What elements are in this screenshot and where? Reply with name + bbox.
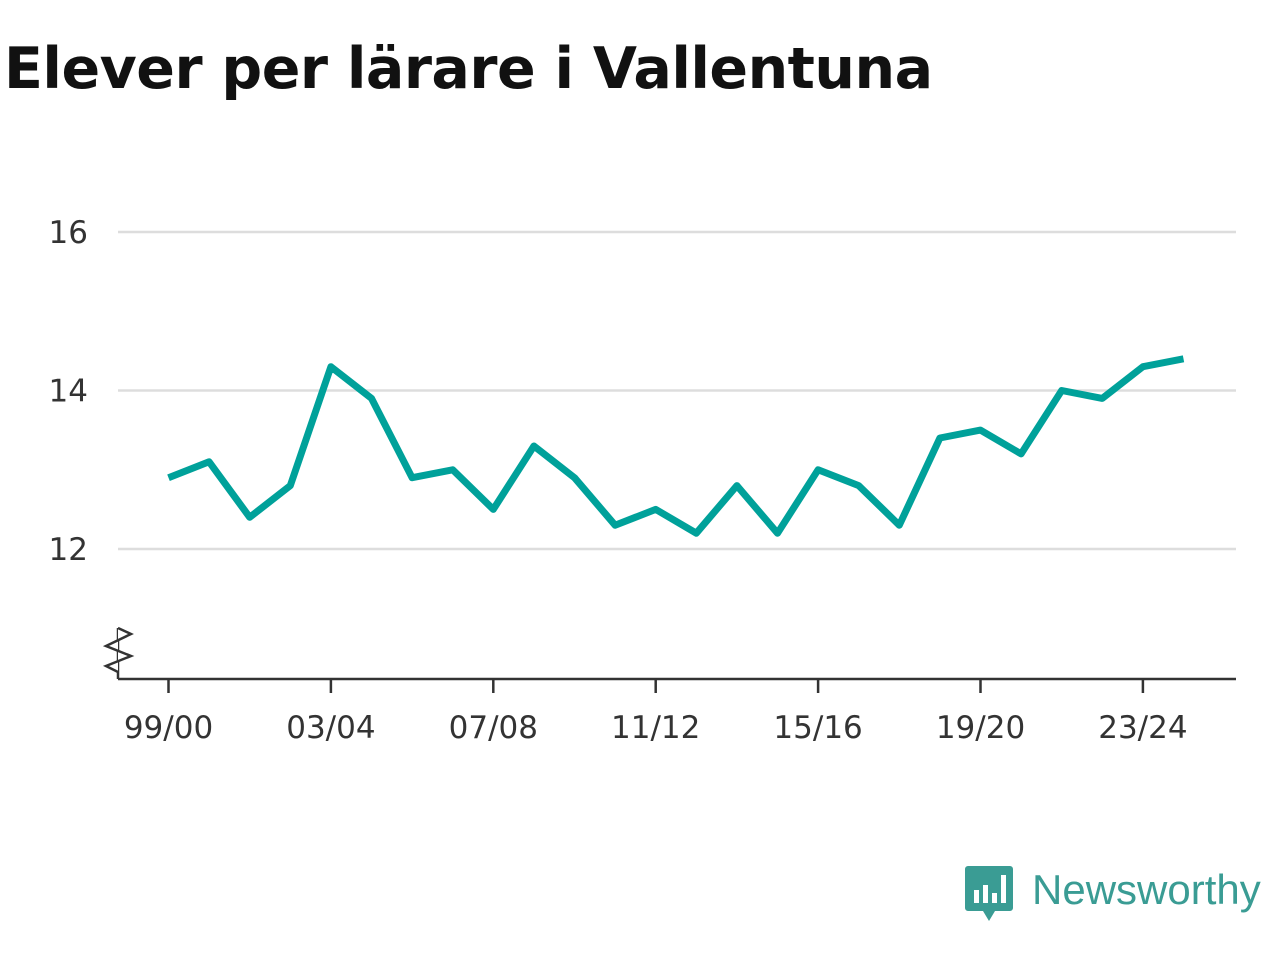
chart-title: Elever per lärare i Vallentuna — [4, 36, 933, 102]
y-tick-labels: 12 14 16 — [49, 215, 88, 568]
x-tick-label: 99/00 — [124, 710, 213, 746]
axes — [102, 626, 1236, 681]
newsworthy-logo-icon — [965, 866, 1013, 921]
x-tick-label: 15/16 — [773, 710, 862, 746]
newsworthy-brand: Newsworthy — [964, 864, 1261, 928]
axis-break-icon — [102, 626, 135, 674]
x-tick-label: 23/24 — [1098, 710, 1187, 746]
x-tick-label: 11/12 — [611, 710, 700, 746]
y-tick-label: 16 — [49, 215, 88, 251]
x-axis-ticks: 99/00 03/04 07/08 11/12 15/16 19/20 23/24 — [124, 679, 1188, 746]
grid-lines — [118, 230, 1236, 551]
y-tick-label: 12 — [49, 532, 88, 568]
x-tick-label: 07/08 — [449, 710, 538, 746]
y-tick-label: 14 — [49, 374, 88, 410]
series-layer — [167, 355, 1185, 537]
x-tick-label: 19/20 — [936, 710, 1025, 746]
brand-name: Newsworthy — [1032, 866, 1261, 913]
series-line — [167, 355, 1185, 537]
x-tick-label: 03/04 — [286, 710, 375, 746]
